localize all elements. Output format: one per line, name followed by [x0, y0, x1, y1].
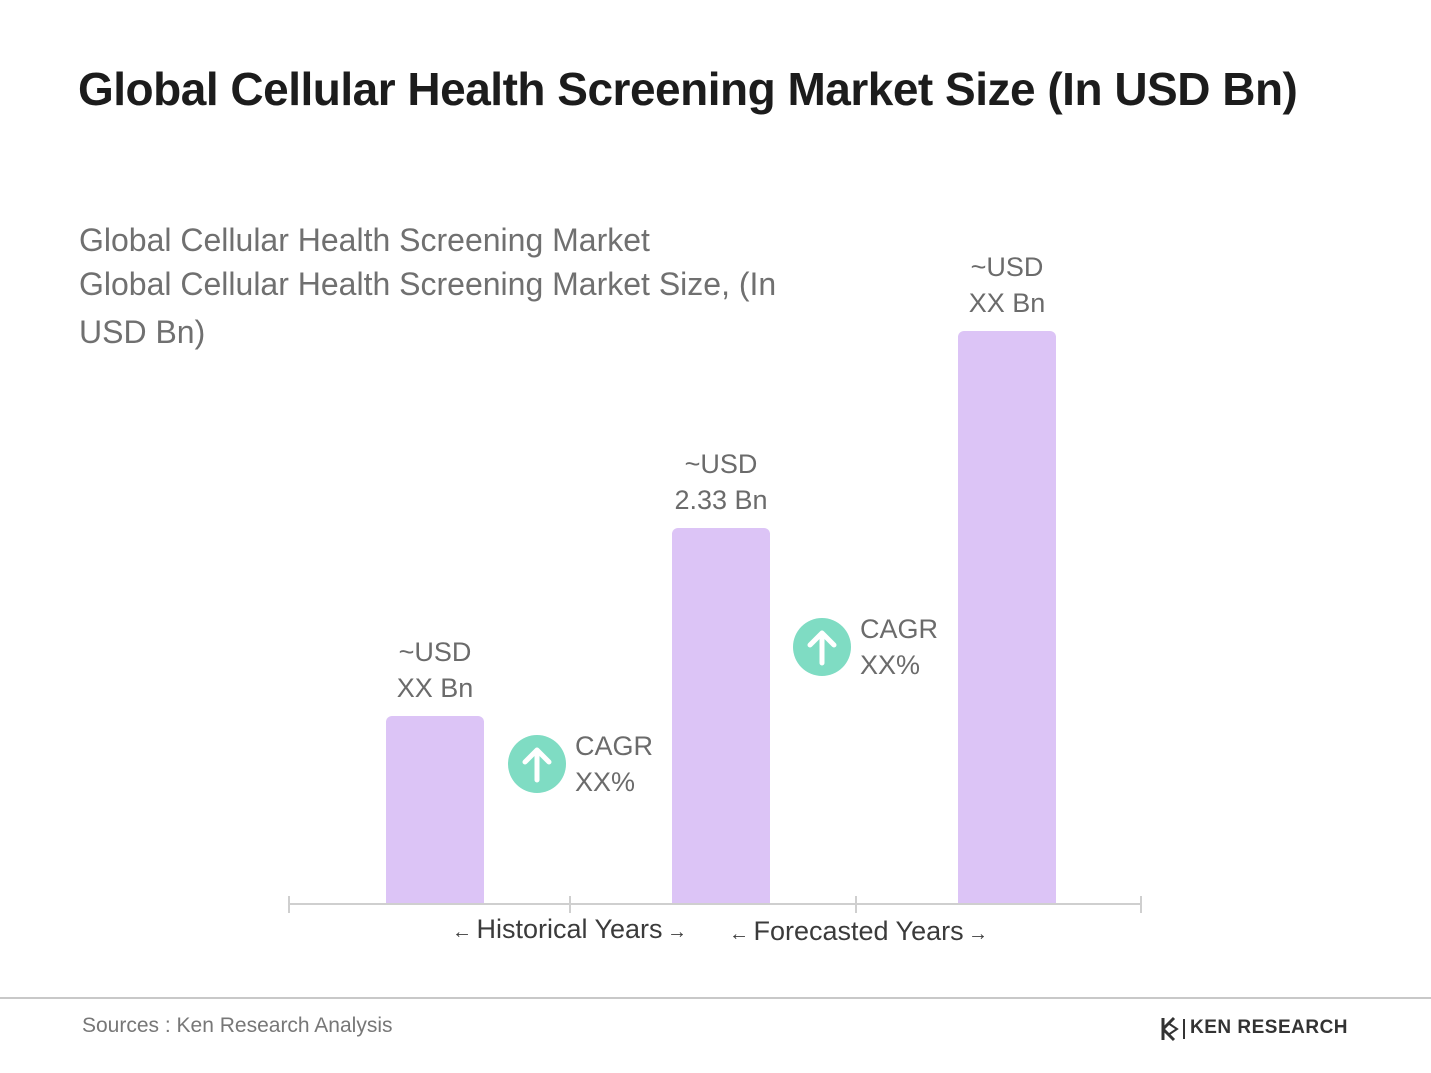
chart-title: Global Cellular Health Screening Market …: [78, 63, 1298, 115]
arrow-left-icon: ←: [729, 923, 749, 945]
ken-research-logo-icon: [1161, 1016, 1179, 1042]
bar-3-data-label-line-2: XX Bn: [968, 288, 1046, 319]
bar-3-data-label-line-1: ~USD: [970, 252, 1044, 283]
chart-subtitle-line-2: Global Cellular Health Screening Market …: [79, 266, 777, 302]
bar-1-data-label: ~USD XX Bn: [355, 634, 515, 706]
x-axis-tick: [569, 896, 571, 913]
forecasted-years-label: Forecasted Years: [753, 916, 964, 946]
bar-2-data-label: ~USD 2.33 Bn: [641, 446, 801, 518]
cagr-1-text: CAGR XX%: [575, 728, 653, 800]
x-axis-tick: [288, 896, 290, 913]
x-axis-tick: [855, 896, 857, 913]
cagr-2-label: CAGR: [860, 614, 939, 644]
bar-1-data-label-line-1: ~USD: [398, 636, 472, 667]
bar-1: [386, 715, 484, 903]
x-axis-line: [289, 903, 1141, 905]
footer-divider: [0, 997, 1431, 999]
sources-note: Sources : Ken Research Analysis: [82, 1014, 393, 1037]
logo-divider: [1183, 1019, 1185, 1039]
arrow-right-icon: →: [968, 923, 989, 945]
arrow-left-icon: ←: [452, 921, 472, 943]
cagr-2-arrow-up-icon: [793, 618, 851, 676]
bar-1-data-label-line-2: XX Bn: [396, 672, 474, 703]
bar-2-data-label-line-1: ~USD: [684, 449, 758, 479]
forecasted-years-label-group: ← Forecasted Years →: [729, 916, 988, 947]
cagr-2-text: CAGR XX%: [860, 611, 938, 683]
chart-subtitle-line-3: USD Bn): [79, 314, 206, 350]
bar-2: [672, 528, 770, 903]
chart-subtitle-line-1: Global Cellular Health Screening Market: [79, 222, 650, 258]
logo-text: KEN RESEARCH: [1190, 1017, 1349, 1038]
bar-3: [958, 331, 1056, 903]
x-axis-tick: [1140, 896, 1142, 913]
cagr-1-value: XX%: [575, 767, 636, 797]
bar-2-data-label-line-2: 2.33 Bn: [674, 485, 768, 515]
historical-years-label-group: ← Historical Years →: [452, 914, 687, 945]
historical-years-label: Historical Years: [476, 914, 663, 944]
bar-3-data-label: ~USD XX Bn: [927, 249, 1087, 321]
cagr-1-label: CAGR: [575, 731, 654, 761]
cagr-2-value: XX%: [860, 650, 921, 680]
arrow-right-icon: →: [667, 921, 687, 943]
cagr-1-arrow-up-icon: [508, 735, 566, 793]
